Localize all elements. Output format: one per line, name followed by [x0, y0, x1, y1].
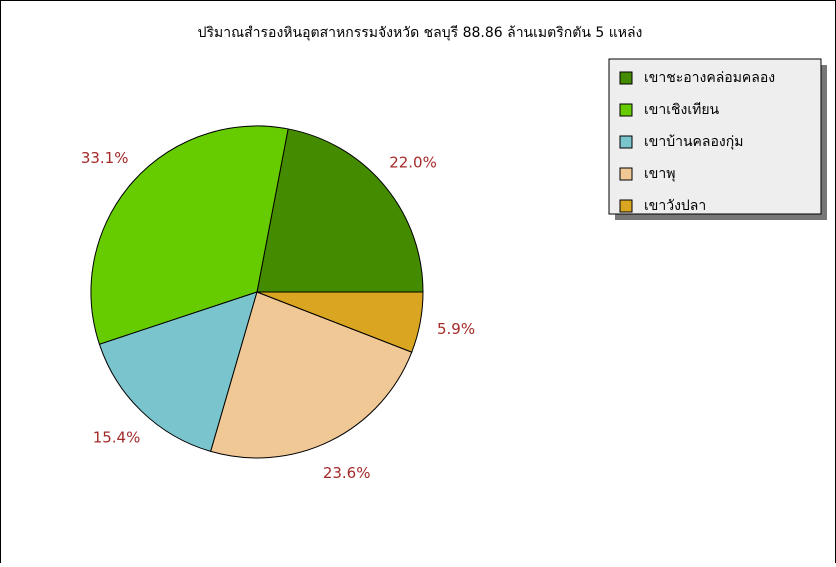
- legend-swatch: [619, 71, 633, 85]
- legend: [608, 58, 822, 215]
- chart-title: ปริมาณสำรองหินอุตสาหกรรมจังหวัด ชลบุรี 8…: [198, 25, 643, 41]
- legend-label: เขาเชิงเทียน: [644, 102, 720, 118]
- data-label: 23.6%: [323, 464, 371, 482]
- legend-swatch: [619, 199, 633, 213]
- pie-slice: [98, 291, 258, 453]
- legend-label: เขาพุ: [644, 166, 675, 182]
- pie-slice: [90, 125, 289, 345]
- legend-label: เขาวังปลา: [644, 198, 706, 214]
- legend-swatch: [619, 103, 633, 117]
- data-label: 15.4%: [93, 428, 141, 446]
- legend-label: เขาบ้านคลองกุ่ม: [644, 134, 743, 150]
- pie-slice: [256, 291, 424, 353]
- legend-label: เขาชะอางคล่อมคลอง: [644, 70, 775, 86]
- data-label: 33.1%: [81, 149, 129, 167]
- data-label: 5.9%: [437, 320, 475, 338]
- legend-swatch: [619, 135, 633, 149]
- pie-slice: [256, 128, 424, 293]
- pie-slice: [210, 291, 413, 459]
- legend-swatch: [619, 167, 633, 181]
- data-label: 22.0%: [389, 153, 437, 171]
